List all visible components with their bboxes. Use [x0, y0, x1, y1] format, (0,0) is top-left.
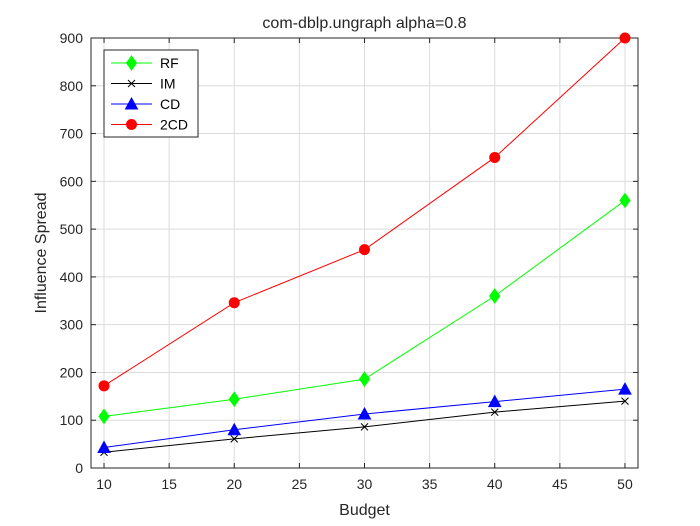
x-tick-label: 25	[292, 476, 308, 492]
x-tick-label: 30	[357, 476, 373, 492]
data-point-im-stroke-b	[230, 435, 239, 443]
series-cd	[97, 382, 632, 453]
data-point-im	[490, 408, 499, 416]
data-point-2cd	[489, 151, 501, 163]
legend-label-rf: RF	[160, 55, 179, 71]
data-point-cd	[227, 422, 242, 436]
data-point-2cd	[228, 297, 240, 309]
series-group	[97, 32, 632, 457]
x-tick-label: 40	[487, 476, 503, 492]
x-tick-label: 15	[161, 476, 177, 492]
y-tick-label: 0	[75, 460, 83, 476]
y-tick-label: 400	[60, 269, 84, 285]
legend-label-2cd: 2CD	[160, 117, 188, 133]
legend-box	[103, 49, 199, 138]
y-tick-label: 600	[60, 173, 84, 189]
x-tick-label: 35	[422, 476, 438, 492]
data-point-2cd	[359, 244, 370, 256]
data-point-rf	[619, 192, 631, 209]
y-tick-label: 300	[60, 317, 84, 333]
data-point-rf	[228, 391, 240, 408]
legend-item-2cd: 2CD	[111, 117, 188, 133]
data-point-rf	[358, 371, 371, 387]
data-point-cd	[618, 382, 632, 395]
axis-ticks: 10 15 20 25 30 35 40 45 500100200300400500600700…	[60, 30, 638, 492]
legend-item-cd: CD	[111, 96, 180, 112]
legend-marker-im	[127, 79, 136, 88]
data-point-rf	[98, 408, 110, 425]
legend-item-rf: RF	[111, 55, 179, 71]
y-tick-label: 700	[60, 126, 84, 142]
y-tick-label: 800	[60, 78, 84, 94]
data-point-im-stroke-b	[621, 397, 629, 405]
y-tick-label: 900	[60, 30, 84, 46]
legend-marker-cd	[124, 96, 139, 110]
legend-marker-rf	[125, 55, 138, 71]
x-tick-label: 50	[617, 476, 633, 492]
y-tick-label: 100	[60, 412, 84, 428]
x-tick-label: 45	[552, 476, 568, 492]
x-tick-label: 10	[96, 476, 112, 492]
series-rf	[98, 192, 631, 425]
data-point-cd	[357, 406, 372, 420]
data-point-im-stroke-b	[490, 408, 499, 416]
data-point-im-stroke-b	[360, 423, 369, 431]
legend-item-im: IM	[111, 76, 176, 92]
legend-label-im: IM	[160, 76, 176, 92]
legend-marker-im-stroke-b	[127, 79, 136, 88]
data-point-im	[360, 423, 369, 431]
data-point-2cd	[98, 380, 110, 392]
data-point-2cd	[619, 32, 631, 44]
legend-marker-2cd	[126, 119, 137, 130]
y-tick-label: 500	[60, 221, 84, 237]
data-point-im	[230, 435, 239, 443]
y-axis-label: Influence Spread	[33, 193, 50, 314]
chart-title: com-dblp.ungraph alpha=0.8	[262, 15, 466, 32]
data-point-cd	[487, 394, 502, 408]
data-point-im	[621, 397, 629, 405]
series-2cd	[98, 32, 631, 392]
y-tick-label: 200	[60, 364, 84, 380]
x-axis-label: Budget	[339, 502, 390, 519]
legend-label-cd: CD	[160, 96, 180, 112]
x-tick-label: 20	[226, 476, 242, 492]
legend: RF IM CD 2CD	[103, 49, 199, 138]
data-point-rf	[489, 288, 501, 304]
data-point-cd	[97, 440, 111, 453]
